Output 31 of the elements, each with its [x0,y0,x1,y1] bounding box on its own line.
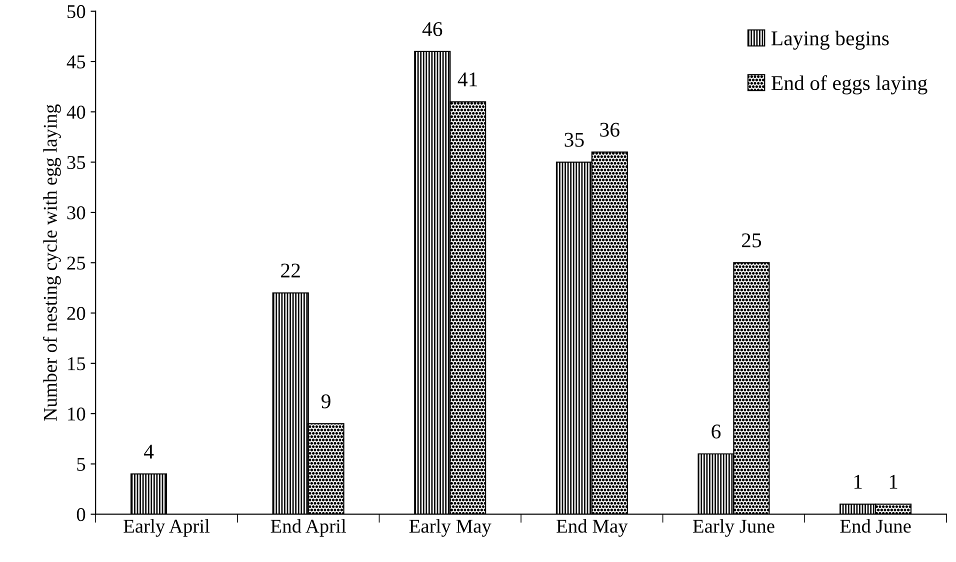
x-tick-label: Early June [692,519,774,537]
x-tick-label: End May [556,519,628,537]
data-label: 1 [854,474,862,489]
data-label: 9 [322,394,330,408]
x-tick-label: End April [270,519,346,537]
data-label: 41 [458,72,478,86]
x-tick-label: Early April [124,519,210,537]
y-tick-label: 35 [67,156,86,170]
y-tick-label: 5 [77,458,86,471]
data-label: 6 [712,424,721,439]
y-tick-label: 15 [68,357,86,370]
legend-label: Laying begins [771,30,889,50]
y-tick-label: 20 [67,306,86,320]
data-label: 35 [564,132,584,147]
data-label: 25 [742,233,762,248]
data-label: 46 [422,22,442,36]
y-tick-label: 30 [67,206,86,220]
data-label: 36 [600,122,620,137]
y-axis-title: Number of nesting cycle with egg laying [42,104,61,421]
data-label: 4 [144,444,154,458]
y-tick-label: 45 [66,55,86,68]
x-tick-label: End June [840,519,911,533]
data-label: 22 [281,264,300,278]
y-tick-label: 25 [67,256,86,270]
y-tick-label: 40 [66,106,86,119]
data-label: 1 [890,474,898,489]
y-tick-label: 0 [76,508,86,522]
y-tick-label: 10 [68,407,86,421]
legend-label: End of eggs laying [771,75,928,94]
y-tick-label: 50 [68,5,86,18]
x-tick-label: Early May [409,519,492,537]
